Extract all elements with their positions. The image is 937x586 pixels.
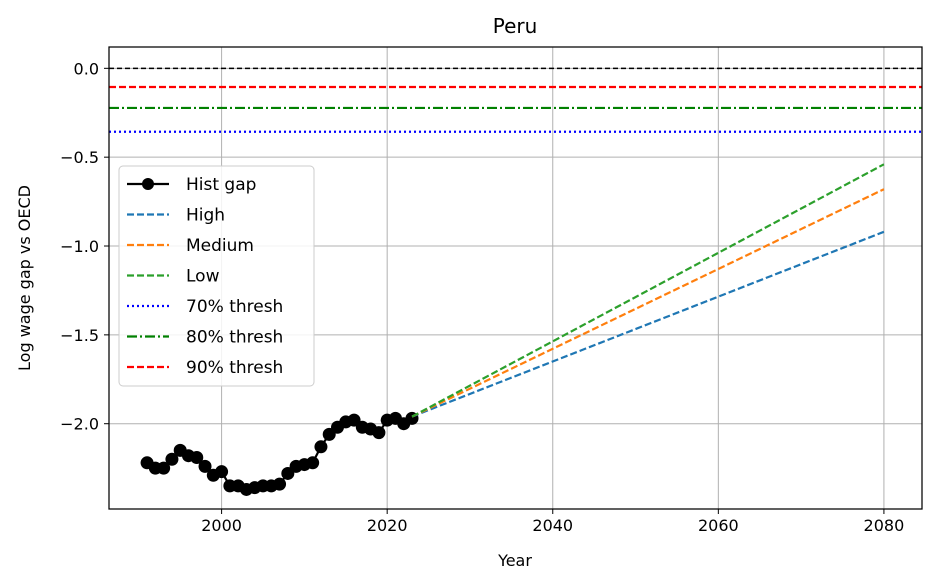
data-point	[306, 456, 320, 470]
ticks: 2000 2020 2040 2060 2080 0.0 −0.5 −1.0 −1.5 −2.0	[60, 59, 904, 535]
chart-title: Peru	[493, 14, 538, 38]
x-tick-label: 2000	[201, 516, 242, 535]
y-tick-label: −0.5	[60, 148, 99, 167]
legend-marker	[142, 178, 154, 190]
data-point	[157, 461, 171, 475]
y-tick-label: −2.0	[60, 415, 99, 434]
data-point	[372, 426, 386, 440]
reference-lines	[109, 67, 922, 133]
series	[140, 163, 885, 496]
x-tick-label: 2020	[367, 516, 408, 535]
legend-label: High	[186, 206, 225, 226]
legend-box	[118, 165, 315, 387]
y-axis-title: Log wage gap vs OECD	[15, 185, 34, 371]
data-point	[314, 440, 328, 454]
y-tick-label: −1.0	[60, 237, 99, 256]
legend-label: 70% thresh	[186, 297, 283, 317]
projection-line	[411, 230, 885, 418]
data-point	[273, 477, 287, 491]
x-tick-label: 2040	[532, 516, 573, 535]
y-tick-label: 0.0	[74, 59, 99, 78]
legend-label: Medium	[186, 236, 254, 256]
plot-frame	[108, 46, 923, 510]
x-tick-label: 2080	[864, 516, 905, 535]
legend: Hist gap High Medium Low 70% thresh 80% thres…	[118, 165, 315, 387]
projection-line	[411, 163, 885, 418]
legend-label: 90% thresh	[186, 358, 283, 378]
projection-line	[411, 188, 885, 418]
x-tick-label: 2060	[698, 516, 739, 535]
data-point	[165, 452, 179, 466]
x-axis-title: Year	[497, 551, 532, 570]
data-point	[198, 459, 212, 473]
data-point	[190, 450, 204, 464]
legend-label: Low	[186, 267, 220, 287]
legend-label: Hist gap	[186, 175, 256, 195]
data-point	[215, 465, 229, 479]
legend-label: 80% thresh	[186, 328, 283, 348]
y-tick-label: −1.5	[60, 326, 99, 345]
